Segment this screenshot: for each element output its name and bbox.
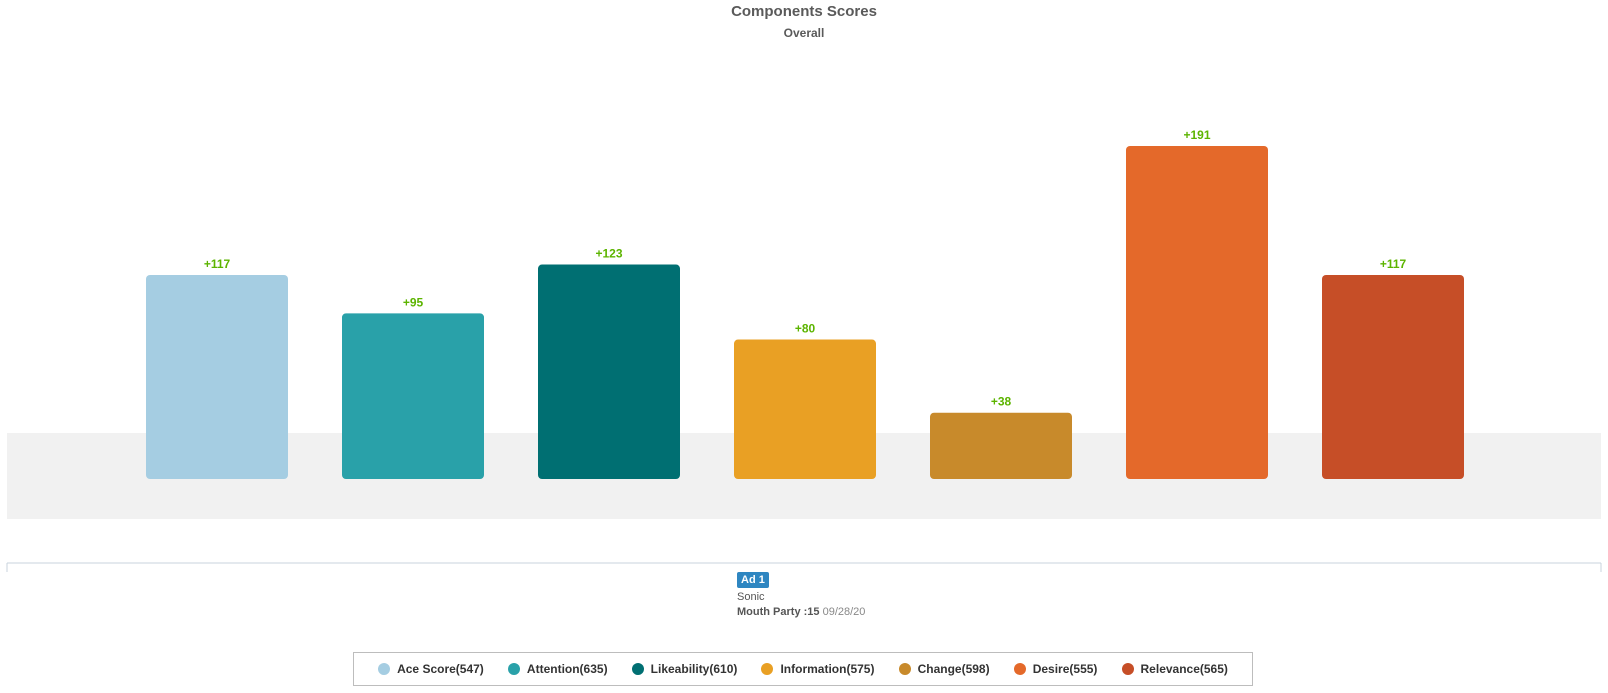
ad-date: 09/28/20 xyxy=(822,606,866,618)
legend-item-change[interactable]: Change(598) xyxy=(898,662,990,676)
legend-label-information: Information(575) xyxy=(780,662,875,676)
legend-item-likeability[interactable]: Likeability(610) xyxy=(631,662,738,676)
ad-info: Ad 1 Sonic Mouth Party :15 09/28/20 xyxy=(737,572,865,618)
bar-information[interactable] xyxy=(734,339,876,479)
bar-value-label-attention: +95 xyxy=(403,295,424,309)
legend-item-information[interactable]: Information(575) xyxy=(761,662,874,676)
bar-chart: +117 +95 +123 +80 +38 +191 +117 xyxy=(6,128,1602,572)
legend-dot-relevance xyxy=(1121,663,1134,675)
legend: Ace Score(547) Attention(635) Likeabilit… xyxy=(353,652,1253,686)
chart-title: Components Scores xyxy=(731,3,877,20)
bar-value-label-likeability: +123 xyxy=(595,247,622,261)
bar-value-label-relevance: +117 xyxy=(1380,257,1407,271)
legend-label-relevance: Relevance(565) xyxy=(1140,662,1228,676)
legend-label-change: Change(598) xyxy=(917,662,990,676)
ad-brand: Sonic xyxy=(737,591,765,603)
legend-dot-attention xyxy=(507,663,520,675)
ad-badge[interactable]: Ad 1 xyxy=(737,572,769,588)
bar-value-label-desire: +191 xyxy=(1183,128,1210,142)
ad-title: Mouth Party :15 xyxy=(737,606,820,618)
bar-desire[interactable] xyxy=(1126,146,1268,479)
bar-attention[interactable] xyxy=(342,313,484,479)
legend-label-desire: Desire(555) xyxy=(1032,662,1098,676)
legend-dot-information xyxy=(761,663,774,675)
legend-dot-desire xyxy=(1013,663,1026,675)
bar-likeability[interactable] xyxy=(538,264,680,479)
bar-change[interactable] xyxy=(930,412,1072,479)
ad-title-line: Mouth Party :15 09/28/20 xyxy=(737,606,865,618)
legend-label-likeability: Likeability(610) xyxy=(650,662,738,676)
legend-label-attention: Attention(635) xyxy=(526,662,608,676)
legend-dot-likeability xyxy=(631,663,644,675)
legend-item-attention[interactable]: Attention(635) xyxy=(507,662,608,676)
chart-subtitle: Overall xyxy=(783,26,825,40)
legend-label-ace-score: Ace Score(547) xyxy=(397,662,484,676)
bar-value-label-ace-score: +117 xyxy=(204,257,231,271)
bar-value-label-information: +80 xyxy=(795,322,816,336)
legend-item-ace-score[interactable]: Ace Score(547) xyxy=(378,662,484,676)
bars-group: +117 +95 +123 +80 +38 +191 +117 xyxy=(146,128,1464,479)
bar-ace-score[interactable] xyxy=(146,275,288,479)
legend-dot-ace-score xyxy=(378,663,391,675)
bar-value-label-change: +38 xyxy=(991,395,1012,409)
legend-item-relevance[interactable]: Relevance(565) xyxy=(1121,662,1228,676)
legend-dot-change xyxy=(898,663,911,675)
bar-relevance[interactable] xyxy=(1322,275,1464,479)
legend-item-desire[interactable]: Desire(555) xyxy=(1013,662,1098,676)
